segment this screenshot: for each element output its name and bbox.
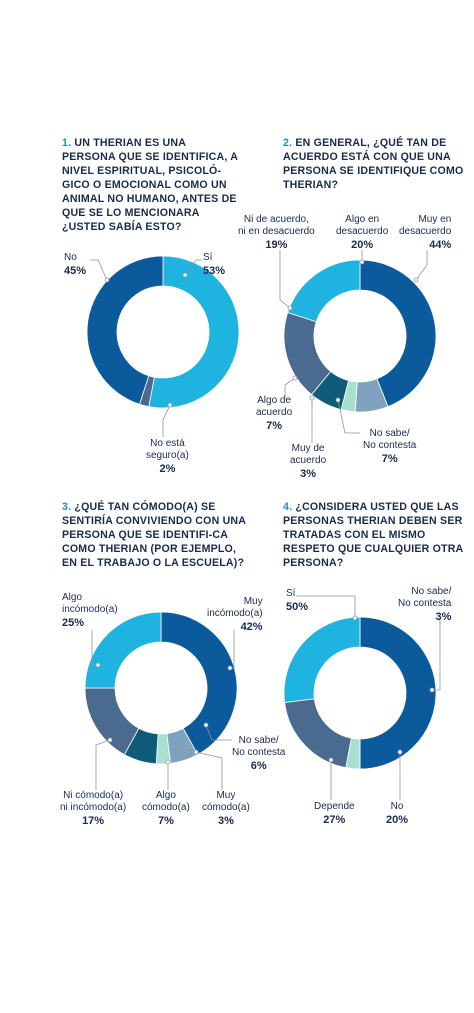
label-percent: 19% [265,239,288,251]
label-percent: 7% [381,453,398,465]
label-name: acuerdo [256,407,293,418]
donut-slice-muy-en-desacuerdo [359,259,437,408]
label-percent: 3% [435,611,452,623]
question-4-title: 4. ¿Considera usted que las personas the… [283,500,471,570]
label-percent: 44% [429,239,452,251]
label-percent: 7% [157,815,174,827]
label-name: cómodo(a) [202,802,250,813]
label-si: Sí 50% [286,588,308,613]
label-name: Ni cómodo(a) [63,790,124,801]
question-text: ¿Qué tan cómodo(a) se sentiría convivien… [62,501,246,569]
label-name: Algo [62,592,83,603]
label-ni-de-acuerdo: Ni de acuerdo, ni en desacuerdo 19% [238,214,315,251]
label-name: Sí [203,252,213,263]
label-name: Depende [314,801,355,812]
label-name: No sabe/ [238,735,279,746]
question-2-title: 2. En general, ¿qué tan de acuerdo está … [283,136,468,192]
label-percent: 45% [64,265,87,277]
label-percent: 3% [217,815,234,827]
label-name: No contesta [398,598,452,609]
label-si: Sí 53% [203,252,225,277]
question-3-title: 3. ¿Qué tan cómodo(a) se sentiría conviv… [62,500,247,570]
question-1-title: 1. Un therian es una persona que se iden… [62,136,242,234]
label-percent: 20% [351,239,374,251]
label-percent: 53% [203,265,226,277]
label-no-sabe: No sabe/ No contesta 6% [232,735,285,772]
label-name: No [64,252,77,263]
label-name: Muy [216,790,236,801]
label-name: cómodo(a) [142,802,190,813]
label-algo-de-acuerdo: Algo de acuerdo 7% [256,395,292,432]
label-percent: 27% [323,814,346,826]
label-no-sabe: No sabe/ No contesta 3% [398,586,451,623]
label-name: Ni de acuerdo, [243,214,309,225]
label-percent: 7% [266,420,283,432]
donut-chart-4 [283,616,437,770]
label-name: Algo de [257,395,292,406]
donut-slice-no [284,698,352,769]
label-algo-incomodo: Algo incómodo(a) 25% [62,592,118,629]
label-name: desacuerdo [399,226,452,237]
label-name: No sabe/ [411,586,452,597]
label-no: No 45% [64,252,86,277]
label-no: No 20% [386,801,408,826]
label-percent: 50% [286,601,309,613]
label-no-sabe: No sabe/ No contesta 7% [363,428,416,465]
donut-chart-2 [283,259,437,413]
question-number: 4. [283,501,293,513]
label-percent: 42% [240,621,263,633]
question-number: 3. [62,501,72,513]
question-number: 1. [62,137,72,149]
label-percent: 17% [82,815,105,827]
donut-chart-1 [86,255,240,409]
label-percent: 2% [159,463,176,475]
donut-slice-algo-en-desacuerdo [287,259,361,323]
label-name: ni en desacuerdo [238,226,315,237]
label-name: Algo [155,790,176,801]
label-algo-en-desacuerdo: Algo en desacuerdo 20% [336,214,388,251]
label-percent: 6% [250,760,267,772]
label-name: Muy de [291,443,325,454]
label-name: incómodo(a) [207,608,263,619]
label-name: desacuerdo [336,226,389,237]
label-muy-incomodo: Muy incómodo(a) 42% [207,596,263,633]
donut-slice-no [86,255,164,405]
label-name: Algo en [345,214,380,225]
label-name: Muy [243,596,263,607]
question-text: ¿Considera usted que las personas theria… [283,501,464,569]
question-text: En general, ¿qué tan de acuerdo está con… [283,137,464,191]
donut-slice-sí [148,255,240,409]
donut-slice-sí [359,616,437,770]
label-name: No está [150,438,185,449]
donut-slice-depende [283,616,361,703]
label-name: ni incómodo(a) [60,802,127,813]
label-name: seguro(a) [146,450,189,461]
label-name: No [390,801,404,812]
label-ni-comodo: Ni cómodo(a) ni incómodo(a) 17% [60,790,126,827]
label-muy-de-acuerdo: Muy de acuerdo 3% [290,443,326,480]
label-muy-comodo: Muy cómodo(a) 3% [202,790,250,827]
label-muy-en-desacuerdo: Muy en desacuerdo 44% [399,214,451,251]
donut-slice-muy-incómodo-a [160,611,238,756]
label-no-esta-seguro: No está seguro(a) 2% [146,438,189,475]
label-name: acuerdo [290,455,327,466]
label-name: incómodo(a) [62,604,118,615]
label-percent: 20% [386,814,409,826]
question-number: 2. [283,137,293,149]
label-name: No contesta [363,440,417,451]
label-percent: 25% [62,617,85,629]
label-name: Sí [286,588,296,599]
label-depende: Depende 27% [314,801,355,826]
donut-chart-3 [84,611,238,765]
leader-line [162,404,171,437]
question-text: Un therian es una persona que se identif… [62,137,238,233]
label-percent: 3% [300,468,317,480]
label-name: No sabe/ [369,428,410,439]
label-name: No contesta [232,747,286,758]
label-algo-comodo: Algo cómodo(a) 7% [142,790,190,827]
label-name: Muy en [418,214,452,225]
